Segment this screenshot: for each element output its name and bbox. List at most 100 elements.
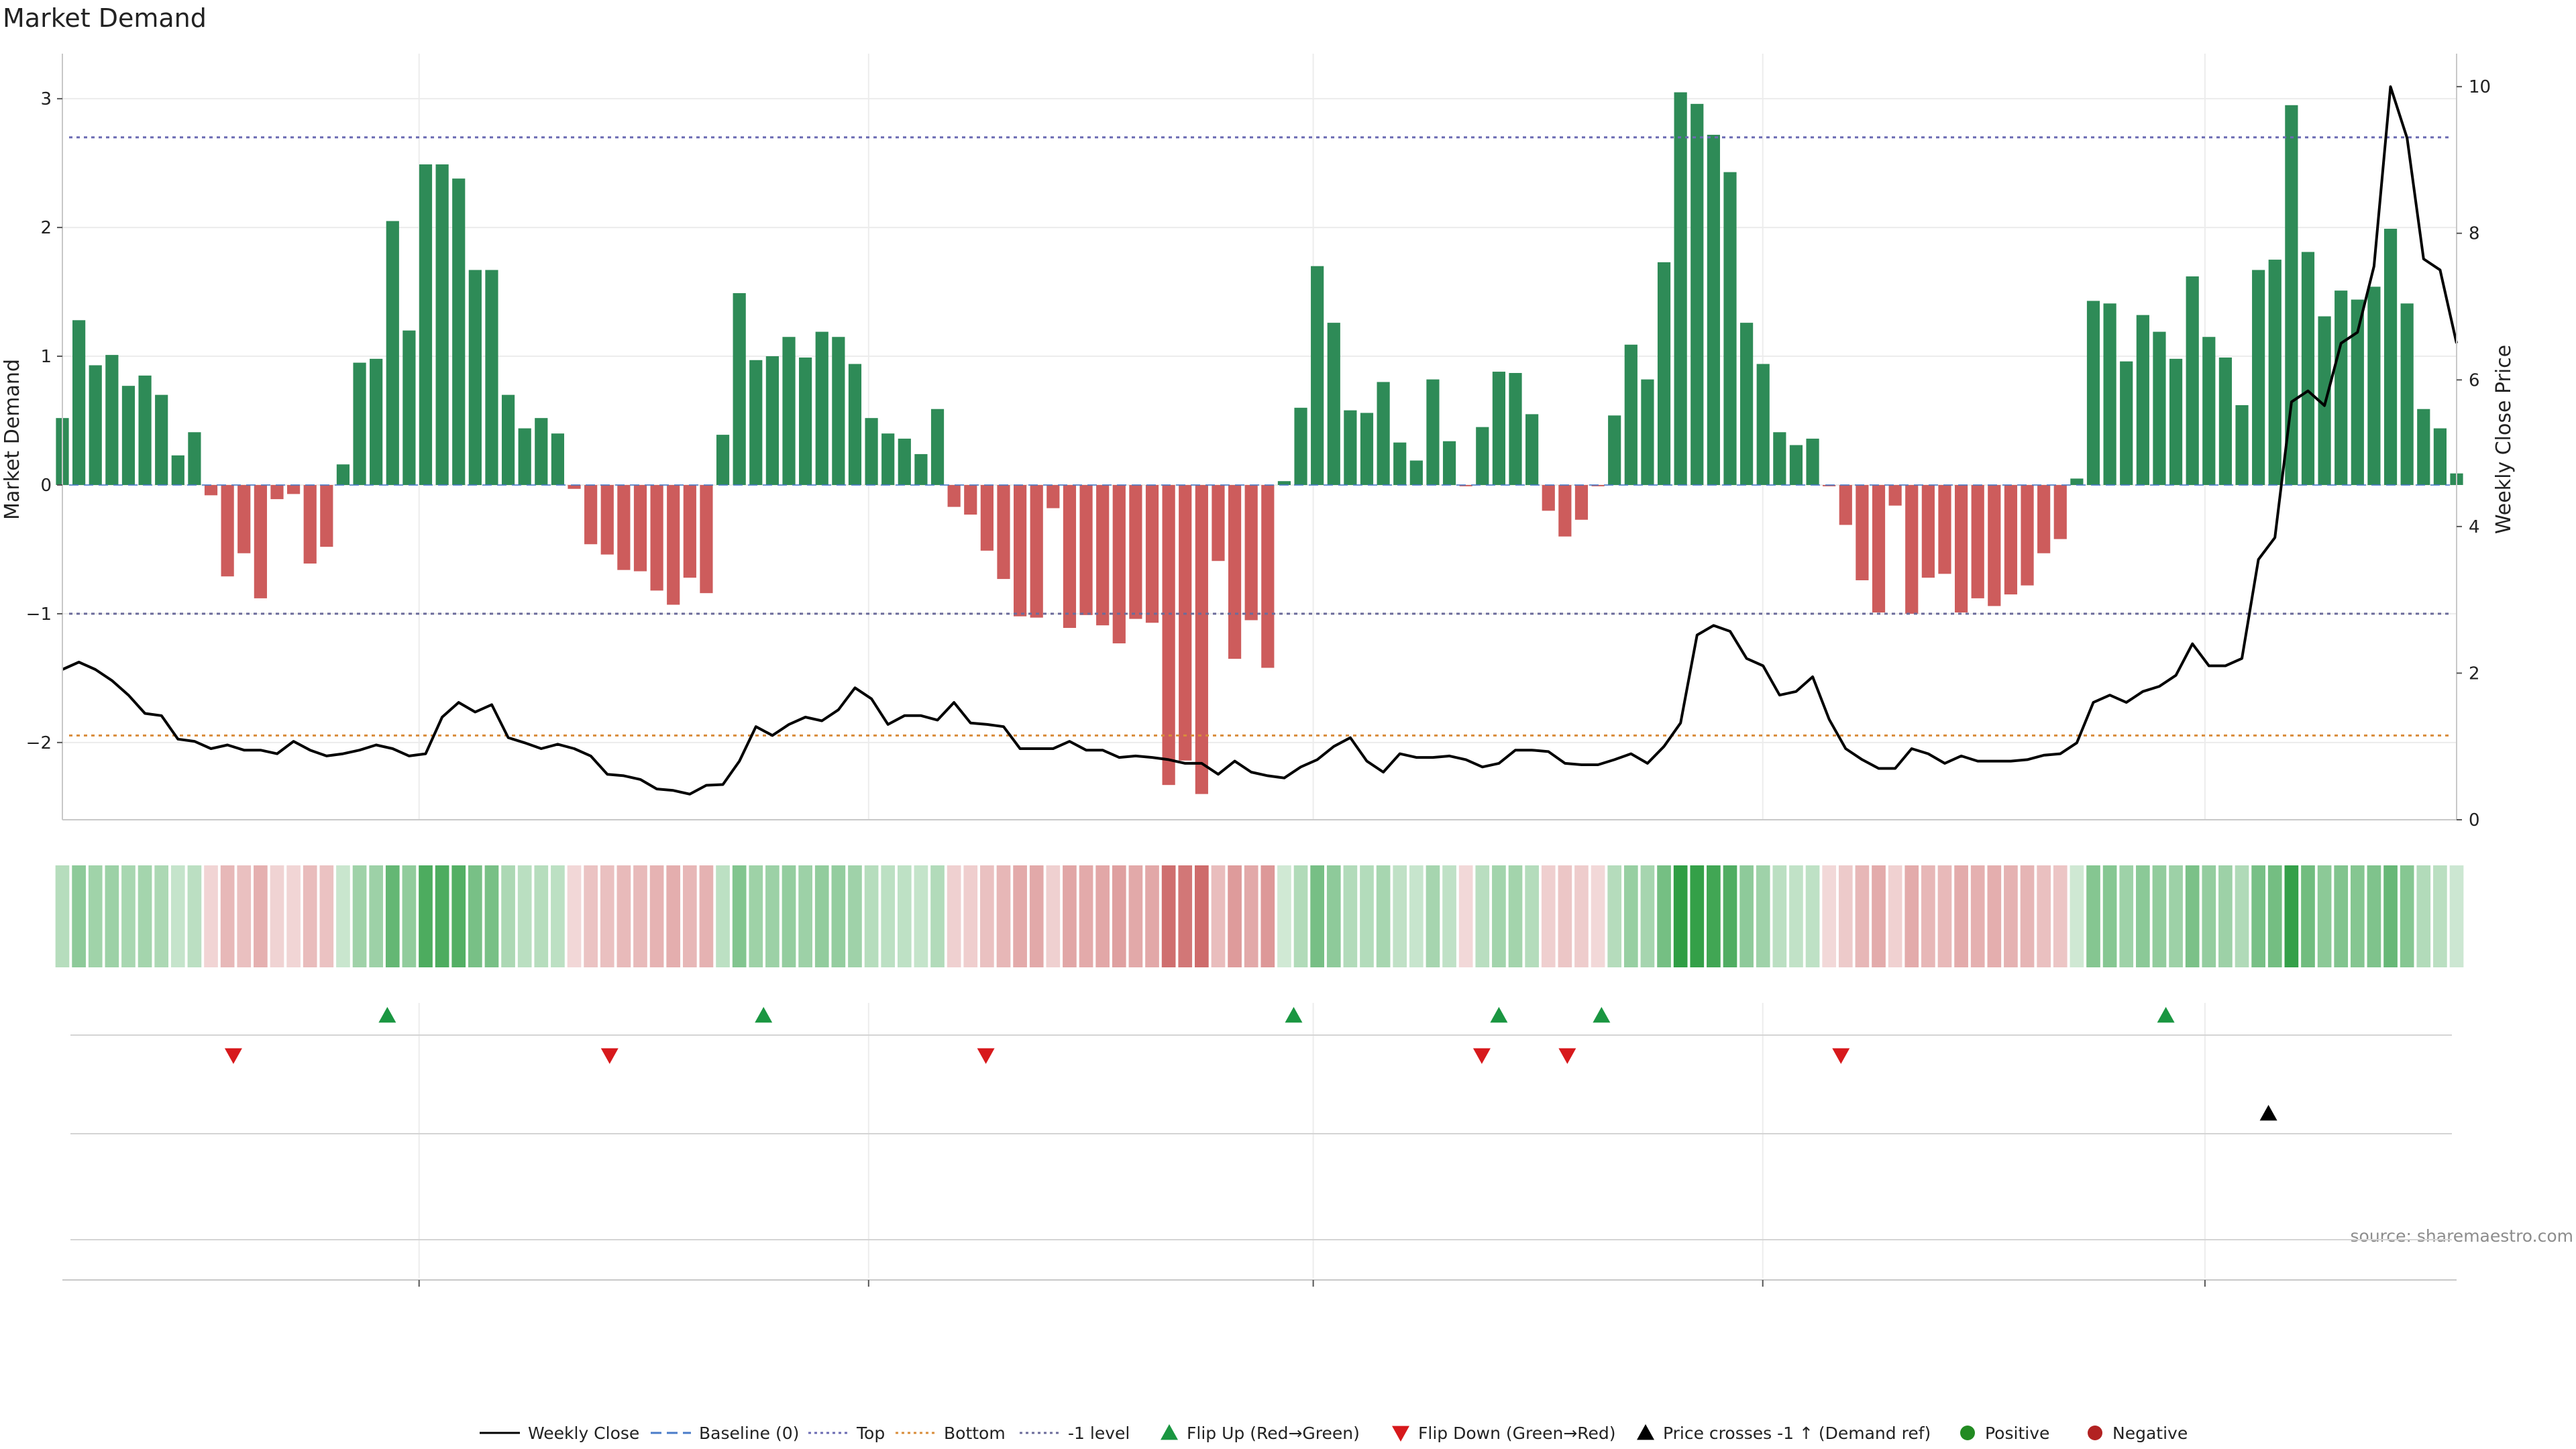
demand-bar xyxy=(1872,484,1886,612)
heat-strip-cell xyxy=(1426,865,1440,967)
demand-bar xyxy=(320,484,333,547)
heat-strip-cell xyxy=(765,865,780,967)
heat-strip-cell xyxy=(1310,865,1324,967)
event-marker-panels xyxy=(70,1007,2452,1240)
heat-strip-cell xyxy=(897,865,912,967)
heat-strip-cell xyxy=(204,865,218,967)
demand-bar xyxy=(336,464,350,485)
heat-strip-cell xyxy=(1574,865,1589,967)
demand-bar xyxy=(2021,484,2034,586)
demand-bar xyxy=(1442,441,1456,485)
demand-bar xyxy=(1179,484,1192,761)
demand-bar xyxy=(617,484,631,570)
heat-strip-cell xyxy=(1013,865,1027,967)
demand-bar xyxy=(1690,103,1704,485)
heat-strip-cell xyxy=(319,865,334,967)
demand-bar xyxy=(667,484,680,605)
heat-strip-cell xyxy=(2202,865,2216,967)
demand-bar xyxy=(2070,478,2084,485)
heat-strip-cell xyxy=(567,865,582,967)
demand-bar xyxy=(2351,299,2364,485)
demand-bar xyxy=(865,418,878,485)
demand-bar xyxy=(1014,484,1027,616)
demand-bar xyxy=(1773,432,1786,485)
flip-down-marker xyxy=(224,1048,242,1064)
heat-strip-cell xyxy=(1690,865,1705,967)
demand-bar xyxy=(485,270,498,485)
demand-bar xyxy=(947,484,961,507)
heat-strip-cell xyxy=(1161,865,1176,967)
demand-bar xyxy=(286,484,301,494)
heat-strip-cell xyxy=(402,865,417,967)
heat-strip-cell xyxy=(121,865,136,967)
demand-bar xyxy=(121,386,136,485)
heat-strip-cell xyxy=(1756,865,1770,967)
heat-strip-cell xyxy=(517,865,532,967)
heat-strip-cell xyxy=(2086,865,2100,967)
heat-strip-cell xyxy=(1657,865,1671,967)
heat-strip-cell xyxy=(2004,865,2018,967)
demand-bar xyxy=(2037,484,2051,553)
flip-down-marker xyxy=(600,1048,619,1064)
heat-strip-cell xyxy=(947,865,961,967)
demand-bar xyxy=(2433,428,2447,485)
y-tick-label: −1 xyxy=(26,604,52,625)
demand-bar xyxy=(89,365,102,485)
heat-strip-cell xyxy=(1277,865,1291,967)
heat-strip-cell xyxy=(798,865,812,967)
demand-bar xyxy=(2120,361,2133,485)
demand-bar xyxy=(1426,379,1440,485)
heat-strip-cell xyxy=(2020,865,2035,967)
heat-strip-cell xyxy=(72,865,86,967)
demand-bar xyxy=(1409,460,1423,485)
demand-bar xyxy=(237,484,251,553)
flip-up-marker xyxy=(755,1007,773,1023)
demand-bar xyxy=(1261,484,1275,668)
heat-strip-cell xyxy=(1079,865,1093,967)
heat-strip-cell xyxy=(187,865,202,967)
heat-strip-cell xyxy=(1558,865,1572,967)
heat-strip-cell xyxy=(2284,865,2299,967)
demand-bar xyxy=(254,484,267,598)
flip-up-marker xyxy=(378,1007,396,1023)
legend-item-line-dotted-top: Top xyxy=(808,1424,885,1443)
heat-strip-cell xyxy=(1360,865,1374,967)
demand-bar xyxy=(72,320,86,485)
heat-strip-cell xyxy=(963,865,978,967)
demand-bar xyxy=(799,357,812,485)
demand-bar xyxy=(386,221,399,485)
legend-item-line-solid: Weekly Close xyxy=(480,1424,639,1443)
heat-strip-cell xyxy=(105,865,119,967)
flip-up-marker xyxy=(1490,1007,1508,1023)
heat-strip-cell xyxy=(2267,865,2282,967)
legend-item-triangle-up-black: Price crosses -1 ↑ (Demand ref) xyxy=(1637,1424,1931,1443)
heat-strip-cell xyxy=(1855,865,1870,967)
demand-bar xyxy=(452,178,466,485)
heat-strip-cell xyxy=(2350,865,2365,967)
heat-strip-cell xyxy=(1128,865,1143,967)
heat-strip-cell xyxy=(1376,865,1391,967)
legend-swatch-flip-down xyxy=(1392,1426,1409,1442)
demand-bar xyxy=(1905,484,1919,614)
heat-strip-cell xyxy=(1178,865,1193,967)
legend-item-dot-red: Negative xyxy=(2088,1424,2188,1443)
demand-bar xyxy=(501,394,515,485)
heat-strip-cell xyxy=(1260,865,1275,967)
demand-bar xyxy=(782,337,796,485)
demand-bar xyxy=(848,364,862,485)
demand-bar xyxy=(898,438,911,485)
heat-strip-cell xyxy=(1244,865,1258,967)
heat-strip-cell xyxy=(468,865,482,967)
demand-bar xyxy=(353,362,366,485)
y2-tick-label: 2 xyxy=(2469,663,2480,684)
heat-strip-cell xyxy=(336,865,350,967)
heat-strip-cell xyxy=(848,865,862,967)
demand-bar xyxy=(815,331,828,485)
demand-bar xyxy=(2367,286,2381,485)
legend-item-triangle-down-red: Flip Down (Green→Red) xyxy=(1392,1424,1616,1443)
demand-bar xyxy=(419,164,433,485)
demand-bar xyxy=(2301,252,2315,485)
heat-strip-cell xyxy=(649,865,664,967)
heat-strip-cell xyxy=(1822,865,1837,967)
